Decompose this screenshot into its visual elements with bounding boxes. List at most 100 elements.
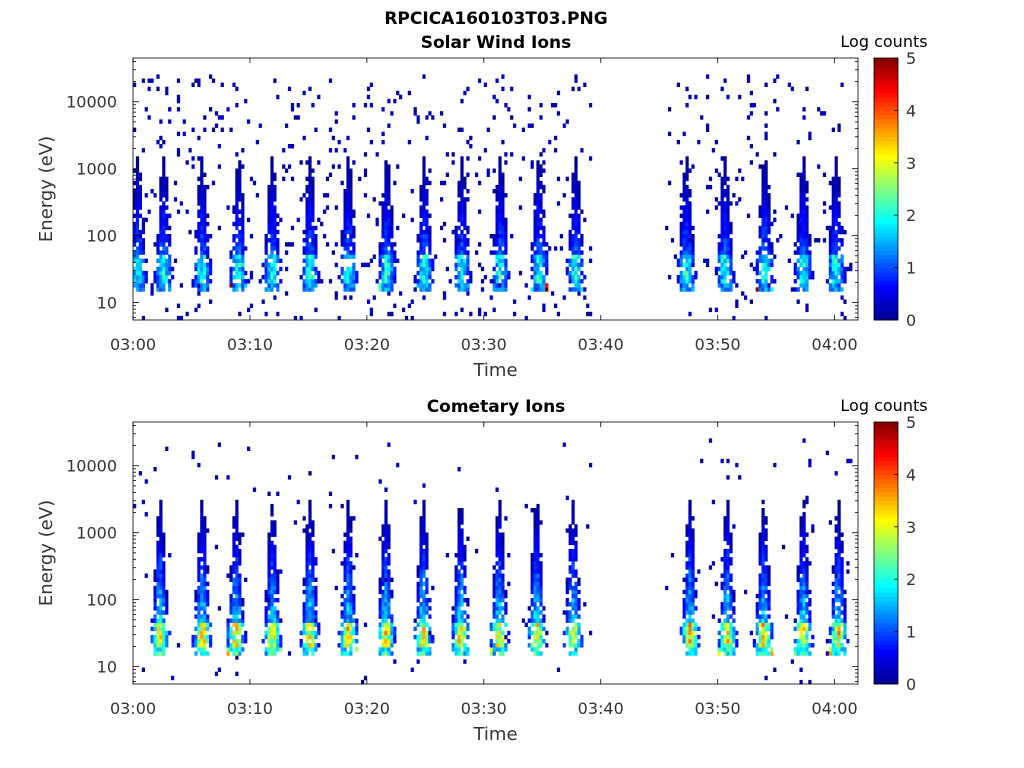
heat-cell [349,643,353,648]
heat-cell [746,135,751,141]
heat-cell [159,499,163,505]
heat-cell [346,548,350,554]
heat-cell [761,602,765,607]
heat-cell [168,107,172,112]
heat-cell [162,634,166,640]
heat-cell [568,643,572,648]
heat-cell [498,569,502,574]
heat-cell [308,193,312,198]
heat-cell [384,213,388,218]
heat-cell [504,622,508,627]
heat-cell [802,553,806,558]
heat-cell [150,618,154,623]
heat-cell [755,266,759,272]
heat-cell [194,606,198,611]
heat-cell [837,246,841,251]
heat-cell [244,270,248,276]
heat-cell [454,238,458,243]
heat-cell [834,524,838,529]
heat-cell [343,229,347,235]
heat-cell [156,528,160,533]
heat-cell [393,659,397,664]
heat-cell [793,639,797,644]
heat-cell [287,242,292,247]
heat-cell [308,524,312,529]
heat-cell [238,275,242,280]
heat-cell [846,569,850,574]
heat-cell [530,123,534,128]
heat-cell [305,242,309,247]
heat-cell [723,606,727,611]
heat-cell [811,634,815,640]
colorbar-tick-label: 5 [906,49,916,68]
heat-cell [723,279,727,284]
heat-cell [346,520,350,525]
heat-cell [349,524,353,529]
heat-cell [840,295,844,300]
heat-cell [235,254,239,259]
heat-cell [539,581,543,587]
heat-cell [165,270,169,276]
heat-cell [206,622,210,627]
heat-cell [454,577,458,582]
heat-cell [571,197,575,202]
heat-cell [457,528,461,533]
heat-cell [752,266,756,272]
heat-cell [548,139,552,145]
heat-cell [229,634,233,640]
heat-cell [802,205,806,210]
heat-cell [270,197,274,202]
heat-cell [238,283,242,288]
heat-cell [422,524,426,529]
heat-cell [244,577,248,582]
heat-cell [533,639,537,644]
heat-cell [200,234,204,239]
heat-cell [384,634,388,640]
heat-cell [834,262,838,268]
heat-cell [688,618,692,623]
heat-cell [238,229,242,235]
heat-cell [235,569,239,574]
heat-cell [267,189,271,194]
heat-cell [840,589,844,595]
heat-cell [232,606,236,611]
heat-cell [697,139,701,145]
heat-cell [799,238,803,243]
heat-cell [393,279,397,284]
heat-cell [384,180,388,186]
heat-cell [837,593,841,599]
heat-cell [156,651,160,656]
heat-cell [530,164,534,169]
heat-cell [346,602,350,607]
heat-cell [211,127,216,132]
heat-cell [580,234,584,239]
heat-cell [536,524,540,529]
heat-cell [732,593,736,599]
heat-cell [498,213,502,218]
heat-cell [343,561,347,566]
heat-cell [425,634,429,640]
heat-cell [501,540,505,546]
heat-cell [571,250,575,255]
heat-cell [746,213,751,218]
heat-cell [162,630,166,636]
heat-cell [384,516,388,521]
heat-cell [235,536,239,541]
heat-cell [203,193,207,198]
heat-cell [524,503,528,509]
heat-cell [504,221,508,227]
heat-cell [264,238,268,243]
heat-cell [235,618,239,623]
heat-cell [799,250,803,255]
heat-cell [463,242,467,247]
heat-cell [311,168,315,173]
heat-cell [276,270,280,276]
heat-cell [498,180,502,186]
heat-cell [527,107,531,112]
heat-cell [539,565,543,570]
heat-cell [141,148,145,153]
heat-cell [688,647,692,652]
heat-cell [837,643,841,648]
heat-cell [159,598,163,603]
heat-cell [162,184,166,190]
